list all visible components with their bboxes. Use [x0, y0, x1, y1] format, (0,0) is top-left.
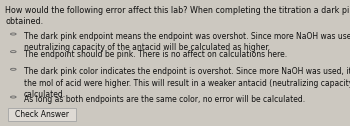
Text: How would the following error affect this lab? When completing the titration a d: How would the following error affect thi…	[5, 6, 350, 26]
FancyBboxPatch shape	[8, 108, 76, 121]
Text: Check Answer: Check Answer	[15, 110, 69, 119]
Text: The dark pink endpoint means the endpoint was overshot. Since more NaOH was used: The dark pink endpoint means the endpoin…	[24, 32, 350, 52]
Text: As long as both endpoints are the same color, no error will be calculated.: As long as both endpoints are the same c…	[24, 95, 305, 104]
Text: The dark pink color indicates the endpoint is overshot. Since more NaOH was used: The dark pink color indicates the endpoi…	[24, 67, 350, 99]
Text: The endpoint should be pink. There is no affect on calculations here.: The endpoint should be pink. There is no…	[24, 50, 287, 59]
